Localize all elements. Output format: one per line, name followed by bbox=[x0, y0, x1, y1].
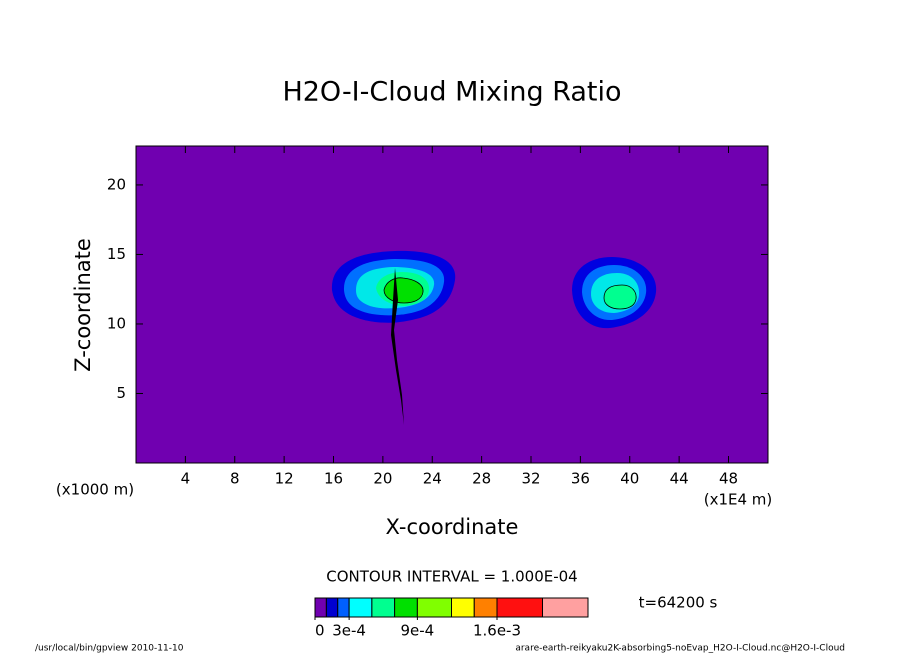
x-tick-label: 20 bbox=[373, 470, 392, 488]
x-tick-label: 44 bbox=[670, 470, 689, 488]
colorbar-box bbox=[496, 597, 543, 618]
x-tick-label: 28 bbox=[472, 470, 491, 488]
y-tick-label: 5 bbox=[116, 384, 126, 402]
colorbar-tick-label: 3e-4 bbox=[332, 622, 366, 640]
y-tick-label: 20 bbox=[107, 175, 126, 193]
colorbar-box bbox=[348, 597, 373, 618]
x-tick-label: 48 bbox=[719, 470, 738, 488]
x-tick-label: 4 bbox=[181, 470, 191, 488]
contour-field bbox=[331, 250, 657, 425]
colorbar-box bbox=[314, 597, 327, 618]
colorbar-box bbox=[337, 597, 350, 618]
footer-right: arare-earth-reikyaku2K-absorbing5-noEvap… bbox=[515, 644, 845, 654]
x-unit-right: (x1E4 m) bbox=[704, 491, 773, 509]
colorbar-box bbox=[325, 597, 339, 618]
time-label: t=64200 s bbox=[639, 594, 718, 612]
y-tick-label: 10 bbox=[107, 314, 126, 332]
contour-line bbox=[391, 268, 404, 425]
colorbar-box bbox=[451, 597, 475, 618]
footer-left: /usr/local/bin/gpview 2010-11-10 bbox=[35, 644, 184, 654]
colorbar-tick-label: 9e-4 bbox=[401, 622, 435, 640]
contour-interval: CONTOUR INTERVAL = 1.000E-04 bbox=[326, 568, 577, 586]
x-tick-label: 8 bbox=[230, 470, 240, 488]
x-unit-left: (x1000 m) bbox=[56, 481, 134, 499]
x-tick-label: 12 bbox=[275, 470, 294, 488]
y-tick-label: 15 bbox=[107, 245, 126, 263]
x-axis-label: X-coordinate bbox=[386, 515, 519, 539]
colorbar-box bbox=[542, 597, 589, 618]
x-tick-label: 40 bbox=[620, 470, 639, 488]
contour-region bbox=[603, 284, 637, 310]
colorbar-box bbox=[473, 597, 498, 618]
colorbar-box bbox=[394, 597, 418, 618]
colorbar-tick-label: 1.6e-3 bbox=[473, 622, 521, 640]
x-tick-label: 24 bbox=[423, 470, 442, 488]
x-tick-label: 32 bbox=[521, 470, 540, 488]
chart-title: H2O-I-Cloud Mixing Ratio bbox=[282, 77, 621, 108]
plot-background bbox=[135, 145, 769, 464]
x-tick-label: 36 bbox=[571, 470, 590, 488]
y-axis-label: Z-coordinate bbox=[71, 238, 95, 372]
x-tick-label: 16 bbox=[324, 470, 343, 488]
colorbar-tick-label: 0 bbox=[315, 622, 325, 640]
colorbar-box bbox=[416, 597, 452, 618]
colorbar-box bbox=[371, 597, 396, 618]
